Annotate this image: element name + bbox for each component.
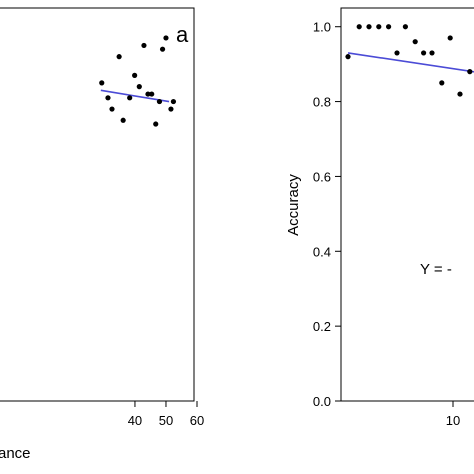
- panel-b-data-point: [356, 24, 362, 30]
- panel-a-data-point: [136, 84, 142, 90]
- panel-b-y-tick-label: 0.6: [313, 169, 331, 184]
- panel-a-data-point: [109, 106, 115, 112]
- panel-a-data-point: [132, 72, 138, 78]
- panel-b-data-point: [439, 80, 445, 86]
- panel-a-data-point: [105, 95, 111, 101]
- panel-a: a ance 40 50 60: [0, 7, 204, 462]
- panel-b: Accuracy Y = - 0.0 0.2 0.4 0.6 0.8 1.0 10: [285, 7, 474, 428]
- panel-b-data-point: [394, 50, 400, 56]
- panel-a-data-point: [99, 80, 105, 86]
- panel-a-x-ticks: 40 50 60: [128, 401, 204, 428]
- panel-a-plot-area: [0, 7, 195, 402]
- panel-a-data-point: [149, 91, 155, 97]
- panel-a-data-point: [159, 46, 166, 52]
- panel-a-data-point: [163, 35, 169, 41]
- panel-b-plot-area: [340, 7, 474, 402]
- panel-b-data-point: [421, 50, 427, 56]
- panel-a-data-point: [120, 117, 126, 123]
- panel-a-x-tick-label: 60: [190, 413, 204, 428]
- panel-b-data-point: [457, 91, 463, 97]
- panel-a-label: a: [176, 22, 189, 47]
- panel-a-x-axis-title: ance: [0, 445, 31, 462]
- panel-b-y-tick-label: 0.4: [313, 244, 331, 259]
- panel-a-data-point: [145, 91, 151, 97]
- panel-b-points: [345, 24, 473, 97]
- panel-a-data-point: [141, 42, 147, 49]
- panel-b-data-point: [467, 69, 473, 75]
- panel-b-y-tick-label: 0.8: [313, 95, 331, 110]
- panel-a-data-point: [168, 106, 174, 112]
- panel-a-data-point: [127, 95, 133, 101]
- panel-b-data-point: [402, 24, 408, 30]
- panel-b-data-point: [447, 35, 453, 41]
- panel-b-data-point: [386, 24, 392, 30]
- panel-b-data-point: [429, 50, 435, 56]
- panel-a-x-tick-label: 50: [159, 413, 173, 428]
- panel-b-fit-line: [347, 52, 474, 73]
- panel-a-x-tick-label: 40: [128, 413, 142, 428]
- panel-a-data-point: [116, 54, 122, 60]
- panel-b-data-point: [376, 24, 382, 30]
- panel-b-x-tick-label: 10: [446, 413, 460, 428]
- panel-b-data-point: [366, 24, 372, 30]
- panel-a-data-point: [170, 98, 177, 105]
- panel-b-y-axis-title: Accuracy: [285, 174, 302, 236]
- panel-b-y-tick-label: 0.2: [313, 319, 331, 334]
- panel-b-y-tick-label: 1.0: [313, 20, 331, 35]
- panel-b-data-point: [412, 39, 418, 45]
- panel-a-points: [99, 35, 177, 127]
- panel-b-y-tick-label: 0.0: [313, 394, 331, 409]
- panel-a-data-point: [153, 121, 159, 127]
- panel-b-y-ticks: 0.0 0.2 0.4 0.6 0.8 1.0: [313, 20, 341, 409]
- panel-b-data-point: [345, 54, 351, 60]
- panel-a-data-point: [156, 98, 163, 105]
- panel-b-equation: Y = -: [420, 261, 452, 278]
- panel-b-x-ticks: 10: [446, 401, 460, 428]
